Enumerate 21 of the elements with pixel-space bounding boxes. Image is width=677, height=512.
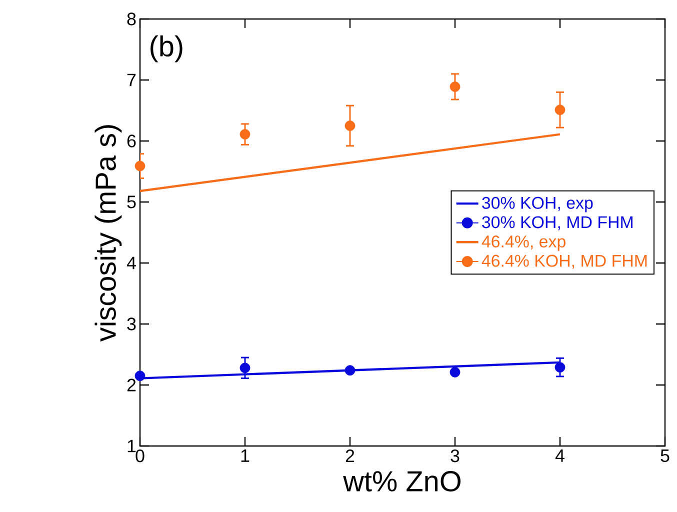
x-tick-label: 3 xyxy=(450,450,460,462)
x-tick-label: 4 xyxy=(555,450,564,462)
y-axis-title: viscosity (mPa s) xyxy=(94,125,122,342)
y-tick-label: 5 xyxy=(127,196,136,208)
y-tick-label: 1 xyxy=(128,440,136,452)
annotation: (b) xyxy=(150,35,182,62)
legend-label: 30% KOH, exp xyxy=(482,196,593,212)
x-tick-label: 1 xyxy=(241,450,250,462)
legend-label: 46.4% KOH, MD FHM xyxy=(482,254,647,269)
x-tick-label: 2 xyxy=(346,450,354,462)
x-axis-title: wt% ZnO xyxy=(343,471,460,492)
y-tick-label: 2 xyxy=(127,378,136,392)
x-tick-label: 0 xyxy=(136,450,144,462)
y-tick-label: 7 xyxy=(127,74,136,86)
legend-label: 46.4%, exp xyxy=(482,235,566,251)
x-tick-label: 5 xyxy=(660,450,670,462)
y-tick-label: 6 xyxy=(127,134,136,148)
y-tick-label: 3 xyxy=(127,318,136,330)
y-tick-label: 4 xyxy=(126,256,136,270)
y-tick-label: 8 xyxy=(127,12,136,26)
legend-label: 30% KOH, MD FHM xyxy=(482,216,632,230)
